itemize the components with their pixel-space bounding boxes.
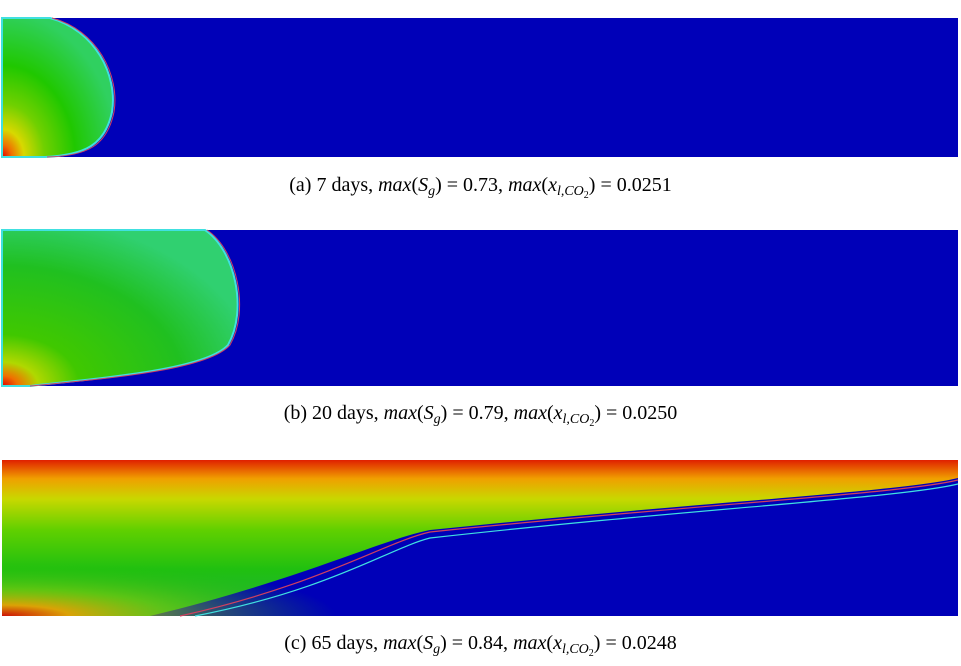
caption-text: max (513, 632, 547, 654)
caption-text: x (548, 174, 557, 196)
caption-text: 2 (583, 190, 589, 201)
caption-text: S (423, 402, 434, 424)
caption: (a) 7 days, max(Sg) = 0.73, max(xl,CO2) … (0, 174, 961, 201)
caption-text: max (383, 402, 417, 424)
caption-text: ) = 0.0248 (593, 632, 677, 654)
caption-text: max (378, 174, 412, 196)
panel-c (2, 460, 959, 617)
caption-text: ( (546, 632, 554, 654)
caption-text: ) = 0.79, (440, 402, 514, 424)
caption: (b) 20 days, max(Sg) = 0.79, max(xl,CO2)… (0, 402, 961, 429)
caption-text: max (383, 632, 417, 654)
caption-text: ( (546, 402, 554, 424)
caption-text: g (433, 412, 441, 427)
caption-text: S (423, 632, 434, 654)
caption-text: S (418, 174, 429, 196)
caption-text: g (428, 184, 436, 199)
caption-text: 2 (589, 418, 595, 429)
caption-text: ) = 0.0250 (594, 402, 678, 424)
caption-text: ) = 0.73, (435, 174, 509, 196)
caption-text: l,CO (556, 184, 584, 199)
caption-text: l,CO (562, 412, 590, 427)
caption-text: ) = 0.84, (440, 632, 514, 654)
panel-a (1, 17, 958, 158)
caption-text: ) = 0.0251 (588, 174, 672, 196)
caption-text: ( (416, 632, 424, 654)
caption: (c) 65 days, max(Sg) = 0.84, max(xl,CO2)… (0, 632, 961, 659)
caption-text: (a) 7 days, (289, 174, 379, 196)
caption-text: g (433, 642, 441, 657)
caption-text: x (553, 402, 563, 424)
caption-text: max (513, 402, 547, 424)
caption-text: 2 (588, 648, 594, 659)
caption-text: (b) 20 days, (283, 402, 384, 424)
caption-text: ( (417, 402, 424, 424)
caption-text: max (508, 174, 542, 196)
caption-text: ( (541, 174, 549, 196)
panel-b (1, 229, 958, 387)
caption-text: x (553, 632, 562, 654)
caption-text: (c) 65 days, (284, 632, 384, 654)
caption-text: l,CO (561, 642, 589, 657)
caption-text: ( (411, 174, 419, 196)
